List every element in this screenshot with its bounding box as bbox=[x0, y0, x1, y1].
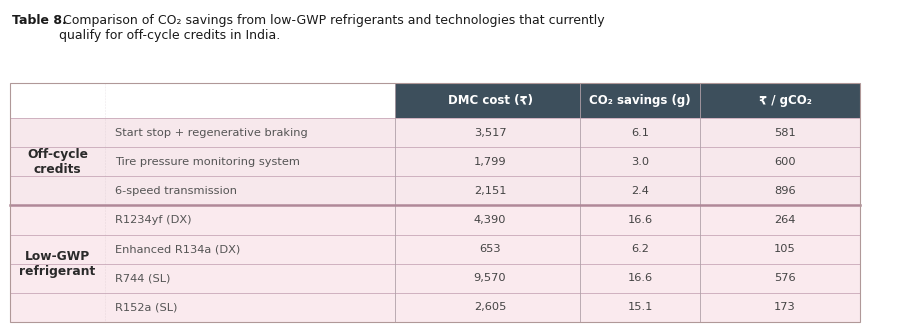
Text: 2,605: 2,605 bbox=[473, 302, 506, 313]
Text: 6.2: 6.2 bbox=[631, 244, 649, 254]
Text: ₹ / gCO₂: ₹ / gCO₂ bbox=[759, 94, 812, 107]
FancyBboxPatch shape bbox=[10, 147, 860, 176]
Text: 6-speed transmission: 6-speed transmission bbox=[115, 186, 237, 196]
Text: R744 (SL): R744 (SL) bbox=[115, 273, 170, 283]
Text: 4,390: 4,390 bbox=[473, 215, 506, 225]
Text: 264: 264 bbox=[774, 215, 796, 225]
Text: 3,517: 3,517 bbox=[473, 128, 507, 138]
Text: Off-cycle
credits: Off-cycle credits bbox=[27, 148, 88, 176]
Text: 105: 105 bbox=[774, 244, 796, 254]
Text: 15.1: 15.1 bbox=[627, 302, 652, 313]
Text: Table 8.: Table 8. bbox=[12, 14, 67, 27]
Text: 6.1: 6.1 bbox=[631, 128, 649, 138]
Text: 600: 600 bbox=[774, 157, 796, 167]
Text: 581: 581 bbox=[774, 128, 796, 138]
Text: 16.6: 16.6 bbox=[627, 215, 652, 225]
Text: 16.6: 16.6 bbox=[627, 273, 652, 283]
FancyBboxPatch shape bbox=[10, 176, 860, 206]
FancyBboxPatch shape bbox=[395, 83, 860, 118]
Text: Comparison of CO₂ savings from low-GWP refrigerants and technologies that curren: Comparison of CO₂ savings from low-GWP r… bbox=[59, 14, 605, 42]
Text: Enhanced R134a (DX): Enhanced R134a (DX) bbox=[115, 244, 240, 254]
Text: 1,799: 1,799 bbox=[473, 157, 507, 167]
Text: R1234yf (DX): R1234yf (DX) bbox=[115, 215, 192, 225]
FancyBboxPatch shape bbox=[10, 264, 860, 293]
Text: 2,151: 2,151 bbox=[473, 186, 506, 196]
Text: CO₂ savings (g): CO₂ savings (g) bbox=[590, 94, 691, 107]
Text: Start stop + regenerative braking: Start stop + regenerative braking bbox=[115, 128, 308, 138]
Text: 2.4: 2.4 bbox=[631, 186, 649, 196]
FancyBboxPatch shape bbox=[10, 118, 860, 147]
Text: 173: 173 bbox=[774, 302, 796, 313]
Text: R152a (SL): R152a (SL) bbox=[115, 302, 177, 313]
Text: Low-GWP
refrigerant: Low-GWP refrigerant bbox=[20, 250, 95, 278]
Text: 653: 653 bbox=[479, 244, 500, 254]
Text: 896: 896 bbox=[774, 186, 796, 196]
Text: DMC cost (₹): DMC cost (₹) bbox=[447, 94, 533, 107]
Text: 3.0: 3.0 bbox=[631, 157, 649, 167]
Text: 576: 576 bbox=[774, 273, 796, 283]
FancyBboxPatch shape bbox=[10, 293, 860, 322]
Text: 9,570: 9,570 bbox=[473, 273, 507, 283]
FancyBboxPatch shape bbox=[10, 206, 860, 235]
FancyBboxPatch shape bbox=[10, 235, 860, 264]
Text: Tire pressure monitoring system: Tire pressure monitoring system bbox=[115, 157, 300, 167]
